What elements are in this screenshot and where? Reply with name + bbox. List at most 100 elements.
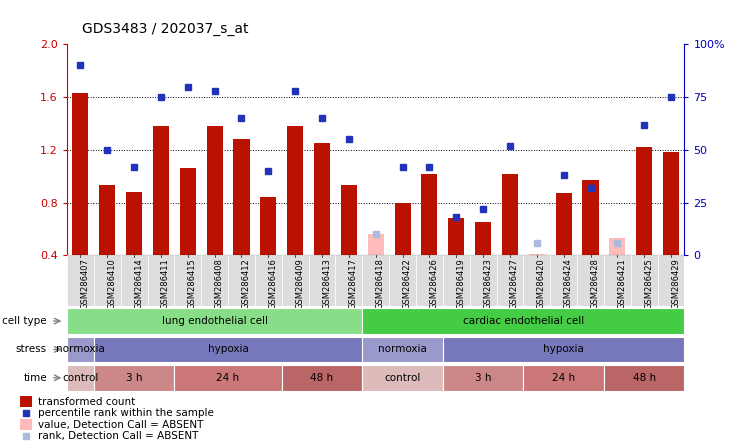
Bar	[67, 337, 94, 362]
Text: value, Detection Call = ABSENT: value, Detection Call = ABSENT	[38, 420, 203, 430]
Text: GSM286417: GSM286417	[349, 258, 358, 309]
Text: control: control	[62, 373, 98, 383]
Text: GSM286428: GSM286428	[591, 258, 600, 309]
Text: rank, Detection Call = ABSENT: rank, Detection Call = ABSENT	[38, 431, 199, 441]
Bar	[260, 197, 276, 255]
Bar	[469, 255, 496, 306]
Text: GSM286408: GSM286408	[214, 258, 224, 309]
Text: transformed count: transformed count	[38, 397, 135, 407]
Bar	[475, 222, 491, 255]
Bar	[658, 255, 684, 306]
Bar	[94, 365, 174, 391]
Text: stress: stress	[16, 345, 47, 354]
Text: normoxia: normoxia	[56, 345, 105, 354]
Text: 3 h: 3 h	[126, 373, 142, 383]
Text: cardiac endothelial cell: cardiac endothelial cell	[463, 316, 584, 326]
Bar	[153, 126, 169, 255]
Bar	[362, 308, 684, 334]
Text: GSM286418: GSM286418	[376, 258, 385, 309]
Text: GSM286429: GSM286429	[671, 258, 680, 309]
Bar	[443, 365, 523, 391]
Bar	[67, 308, 362, 334]
Bar	[416, 255, 443, 306]
Text: GSM286407: GSM286407	[80, 258, 89, 309]
Bar	[20, 396, 32, 407]
Text: time: time	[23, 373, 47, 383]
Bar	[174, 365, 282, 391]
Bar	[282, 255, 309, 306]
Bar	[523, 365, 604, 391]
Text: GSM286424: GSM286424	[564, 258, 573, 309]
Bar	[443, 255, 469, 306]
Bar	[362, 337, 443, 362]
Bar	[309, 255, 336, 306]
Text: hypoxia: hypoxia	[543, 345, 584, 354]
Bar	[72, 93, 89, 255]
Bar	[421, 174, 437, 255]
Bar	[556, 193, 571, 255]
Text: GSM286420: GSM286420	[537, 258, 546, 309]
Text: control: control	[385, 373, 421, 383]
Bar	[368, 234, 384, 255]
Bar	[126, 192, 142, 255]
Text: 48 h: 48 h	[632, 373, 655, 383]
Bar	[583, 180, 599, 255]
Text: GSM286414: GSM286414	[134, 258, 143, 309]
Bar	[314, 143, 330, 255]
Text: GDS3483 / 202037_s_at: GDS3483 / 202037_s_at	[82, 21, 248, 36]
Bar	[121, 255, 147, 306]
Bar	[609, 238, 626, 255]
Text: GSM286415: GSM286415	[187, 258, 196, 309]
Text: GSM286416: GSM286416	[269, 258, 278, 309]
Text: GSM286427: GSM286427	[510, 258, 519, 309]
Bar	[394, 202, 411, 255]
Bar	[180, 168, 196, 255]
Text: GSM286413: GSM286413	[322, 258, 331, 309]
Text: 24 h: 24 h	[217, 373, 240, 383]
Text: 3 h: 3 h	[475, 373, 491, 383]
Bar	[67, 365, 94, 391]
Text: GSM286409: GSM286409	[295, 258, 304, 309]
Bar	[67, 255, 94, 306]
Bar	[551, 255, 577, 306]
Bar	[234, 139, 249, 255]
Bar	[201, 255, 228, 306]
Bar	[663, 152, 679, 255]
Text: GSM286423: GSM286423	[483, 258, 492, 309]
Text: GSM286410: GSM286410	[107, 258, 116, 309]
Bar	[496, 255, 523, 306]
Text: 48 h: 48 h	[310, 373, 333, 383]
Text: lung endothelial cell: lung endothelial cell	[161, 316, 268, 326]
Text: GSM286425: GSM286425	[644, 258, 653, 309]
Text: GSM286426: GSM286426	[429, 258, 438, 309]
Bar	[523, 255, 551, 306]
Bar	[287, 126, 304, 255]
Text: GSM286419: GSM286419	[456, 258, 465, 309]
Bar	[336, 255, 362, 306]
Bar	[99, 186, 115, 255]
Text: GSM286412: GSM286412	[242, 258, 251, 309]
Bar	[389, 255, 416, 306]
Text: 24 h: 24 h	[552, 373, 575, 383]
Text: cell type: cell type	[2, 316, 47, 326]
Text: GSM286421: GSM286421	[618, 258, 626, 309]
Bar	[94, 255, 121, 306]
Bar	[448, 218, 464, 255]
Text: GSM286411: GSM286411	[161, 258, 170, 309]
Bar	[502, 174, 518, 255]
Bar	[282, 365, 362, 391]
Bar	[631, 255, 658, 306]
Bar	[636, 147, 652, 255]
Bar	[94, 337, 362, 362]
Bar	[341, 186, 357, 255]
Bar	[577, 255, 604, 306]
Bar	[529, 254, 545, 255]
Bar	[20, 419, 32, 430]
Bar	[362, 365, 443, 391]
Bar	[228, 255, 255, 306]
Text: GSM286422: GSM286422	[403, 258, 411, 309]
Bar	[604, 255, 631, 306]
Bar	[362, 255, 389, 306]
Bar	[255, 255, 282, 306]
Bar	[443, 337, 684, 362]
